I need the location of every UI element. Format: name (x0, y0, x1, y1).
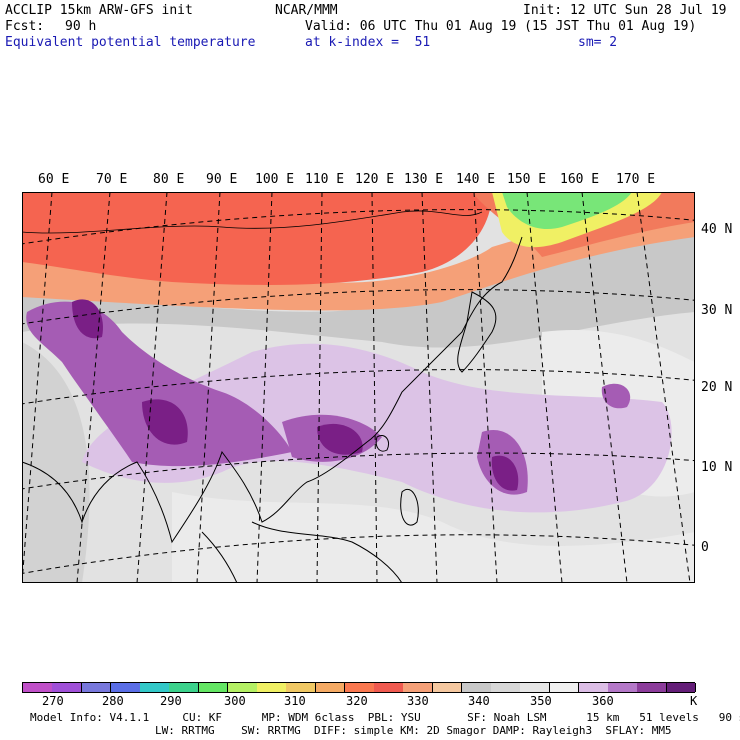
dark-core (491, 455, 519, 491)
colorbar-segment (549, 683, 580, 692)
colorbar-unit: K (690, 694, 698, 708)
smoothing-label: sm= 2 (578, 35, 618, 50)
lon-label: 80 E (153, 172, 185, 187)
colorbar-tick-label: 340 (468, 694, 490, 708)
lon-label: 160 E (560, 172, 600, 187)
map-frame (22, 192, 695, 583)
colorbar-tick-label: 330 (407, 694, 429, 708)
colorbar-segment (374, 683, 404, 692)
lon-label: 130 E (404, 172, 444, 187)
colorbar-segment (608, 683, 638, 692)
colorbar-tick-label: 320 (346, 694, 368, 708)
equatorial-white (172, 492, 695, 583)
cyclone-purple (601, 383, 631, 409)
lat-label: 10 N (701, 460, 733, 475)
lon-label: 60 E (38, 172, 70, 187)
level-label: at k-index = 51 (305, 35, 431, 50)
lat-label: 30 N (701, 303, 733, 318)
green-patch (502, 192, 632, 230)
japan-coast (457, 291, 497, 373)
colorbar-segment (520, 683, 551, 692)
philippines-coast (400, 489, 419, 526)
lon-label: 90 E (206, 172, 238, 187)
model-info-line-2: LW: RRTMG SW: RRTMG DIFF: simple KM: 2D … (155, 724, 672, 737)
colorbar-segment (169, 683, 200, 692)
colorbar-segment (81, 683, 112, 692)
lat-label: 20 N (701, 380, 733, 395)
theta-e-map (22, 192, 695, 583)
lon-label: 170 E (616, 172, 656, 187)
lon-label: 120 E (355, 172, 395, 187)
colorbar-segment (110, 683, 141, 692)
lat-label: 40 N (701, 222, 733, 237)
colorbar-tick-label: 300 (224, 694, 246, 708)
colorbar-segment (227, 683, 258, 692)
lat-label: 0 (701, 540, 709, 555)
colorbar-segment (286, 683, 317, 692)
india-purple (26, 301, 293, 467)
colorbar-tick-label: 360 (592, 694, 614, 708)
field-name: Equivalent potential temperature (5, 35, 256, 50)
coastlines (22, 210, 523, 583)
fcst-value: 90 h (65, 19, 97, 34)
org-label: NCAR/MMM (275, 3, 338, 18)
lon-label: 140 E (456, 172, 496, 187)
lon-label: 70 E (96, 172, 128, 187)
sumatra-coast (201, 531, 238, 583)
colorbar-segment (491, 683, 521, 692)
colorbar-segment (666, 683, 697, 692)
init-time: Init: 12 UTC Sun 28 Jul 19 (523, 3, 727, 18)
valid-time: Valid: 06 UTC Thu 01 Aug 19 (15 JST Thu … (305, 19, 697, 34)
colorbar-segment (432, 683, 463, 692)
dark-core (142, 399, 188, 445)
colorbar-segment (403, 683, 434, 692)
model-info-line-1: Model Info: V4.1.1 CU: KF MP: WDM 6class… (30, 711, 740, 724)
colorbar-segment (344, 683, 375, 692)
lon-label: 110 E (305, 172, 345, 187)
dark-core (72, 299, 103, 339)
colorbar-tick-label: 290 (160, 694, 182, 708)
colorbar-segment (52, 683, 82, 692)
borneo-coast (251, 521, 403, 583)
border-line (22, 210, 483, 234)
lon-label: 100 E (255, 172, 295, 187)
colorbar-segment (257, 683, 287, 692)
gray-band (22, 232, 695, 348)
arabian-gray (22, 342, 90, 583)
colorbar (22, 682, 697, 693)
taiwan-coast (375, 435, 390, 452)
colorbar-tick-label: 350 (530, 694, 552, 708)
red-band (22, 192, 492, 285)
model-title: ACCLIP 15km ARW-GFS init (5, 3, 193, 18)
colorbar-segment (23, 683, 53, 692)
colorbar-segment (461, 683, 492, 692)
colorbar-segment (637, 683, 668, 692)
colorbar-tick-label: 310 (284, 694, 306, 708)
fcst-label: Fcst: (5, 19, 45, 34)
dark-core (317, 423, 363, 455)
colorbar-tick-label: 280 (102, 694, 124, 708)
lon-label: 150 E (507, 172, 547, 187)
colorbar-segment (140, 683, 170, 692)
colorbar-segment (578, 683, 609, 692)
graticule (22, 192, 695, 583)
colorbar-segment (198, 683, 229, 692)
colorbar-tick-label: 270 (42, 694, 64, 708)
colorbar-segment (315, 683, 346, 692)
orange-band (22, 207, 695, 311)
